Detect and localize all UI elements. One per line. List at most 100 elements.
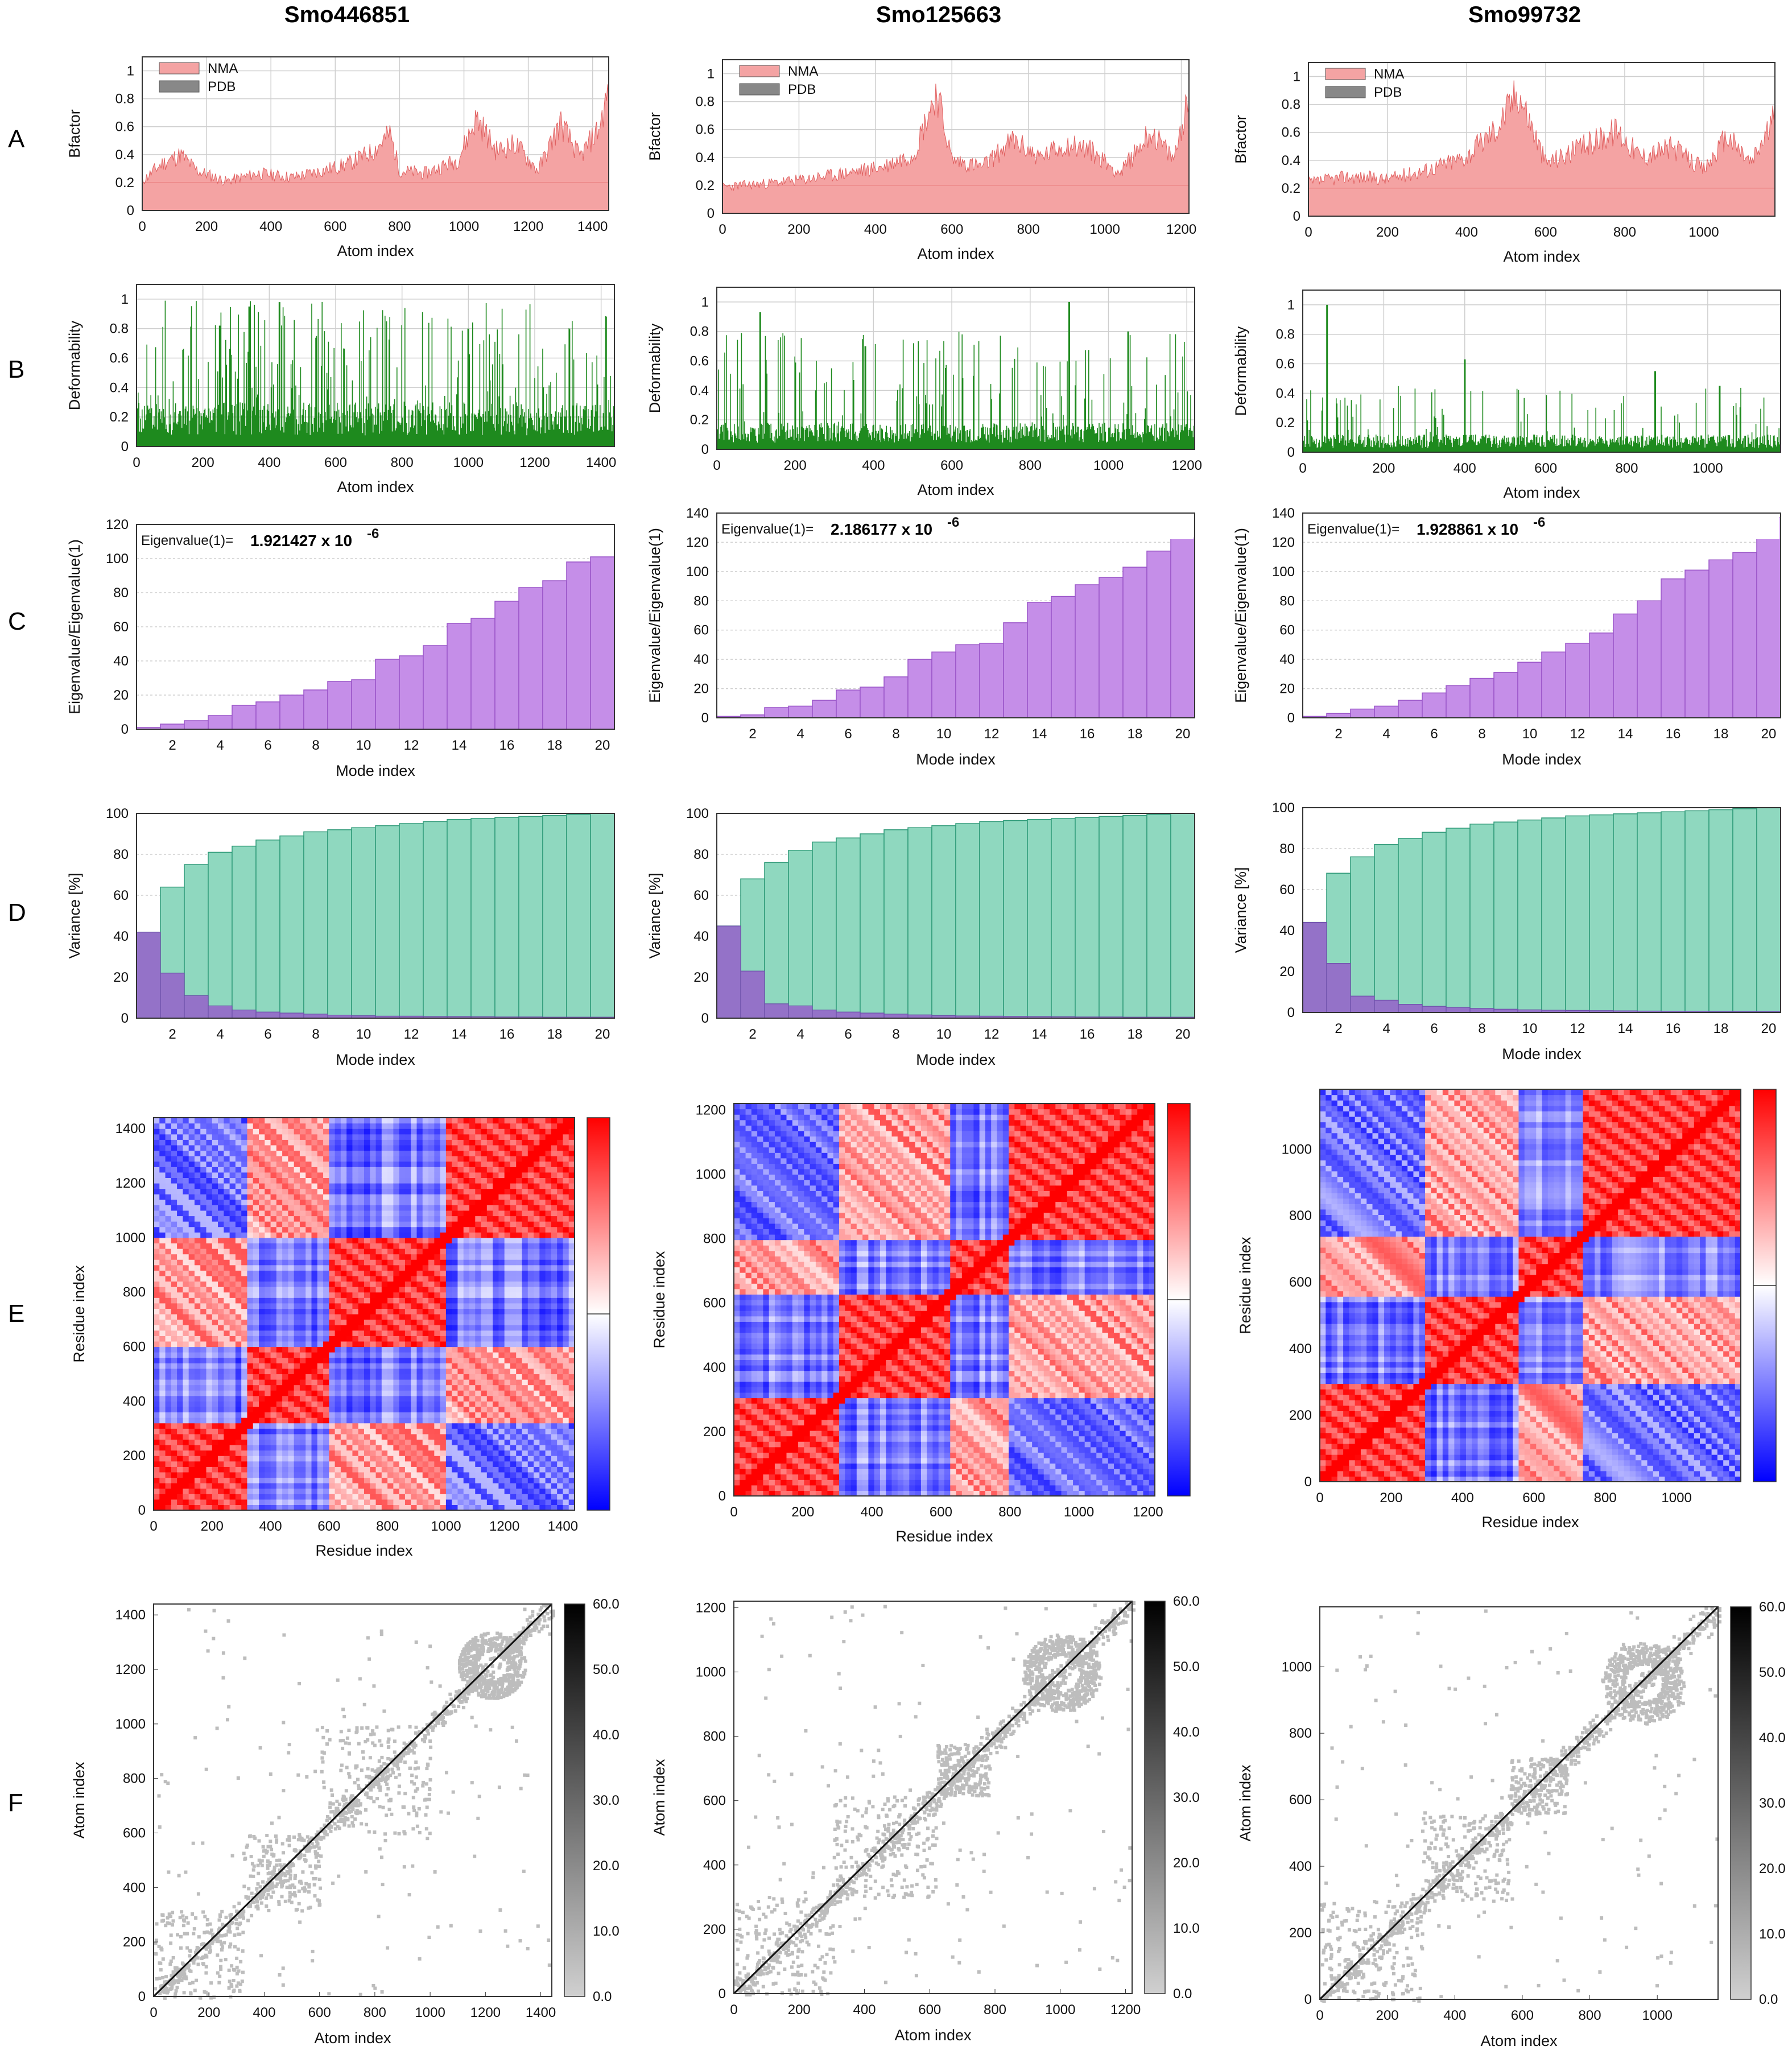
heatmap-cell bbox=[422, 1281, 429, 1287]
heatmap-cell bbox=[253, 1406, 259, 1413]
eigen-bar bbox=[1075, 584, 1100, 718]
heatmap-cell bbox=[188, 1259, 195, 1266]
heatmap-cell bbox=[276, 1471, 283, 1478]
heatmap-cell bbox=[212, 1199, 218, 1205]
heatmap-cell bbox=[299, 1379, 306, 1386]
individual-variance-bar bbox=[836, 1011, 861, 1019]
heatmap-cell bbox=[183, 1363, 189, 1369]
heatmap-cell bbox=[188, 1221, 195, 1227]
heatmap-cell bbox=[200, 1144, 207, 1151]
heatmap-cell bbox=[452, 1308, 459, 1314]
heatmap-cell bbox=[212, 1406, 218, 1413]
heatmap-cell bbox=[481, 1275, 488, 1282]
heatmap-cell bbox=[171, 1264, 177, 1271]
heatmap-cell bbox=[317, 1483, 324, 1489]
heatmap-cell bbox=[241, 1308, 248, 1314]
heatmap-cell bbox=[288, 1167, 295, 1173]
heatmap-cell bbox=[481, 1471, 488, 1478]
heatmap-cell bbox=[498, 1150, 505, 1156]
heatmap-cell bbox=[253, 1128, 259, 1135]
heatmap-cell bbox=[481, 1199, 488, 1205]
heatmap-cell bbox=[247, 1461, 254, 1467]
heatmap-cell bbox=[422, 1150, 429, 1156]
x-tick-label: 400 bbox=[1455, 225, 1478, 240]
heatmap-cell bbox=[311, 1232, 318, 1238]
heatmap-cell bbox=[288, 1254, 295, 1260]
heatmap-cell bbox=[317, 1433, 324, 1440]
heatmap-cell bbox=[493, 1395, 499, 1402]
heatmap-cell bbox=[194, 1395, 201, 1402]
heatmap-cell bbox=[329, 1445, 336, 1451]
heatmap-cell bbox=[463, 1456, 470, 1462]
heatmap-cell bbox=[358, 1357, 365, 1363]
heatmap-cell bbox=[317, 1216, 324, 1222]
heatmap-cell bbox=[411, 1456, 418, 1462]
heatmap-cell bbox=[305, 1281, 312, 1287]
heatmap-cell bbox=[253, 1232, 259, 1238]
heatmap-cell bbox=[265, 1221, 271, 1227]
heatmap-cell bbox=[463, 1412, 470, 1418]
heatmap-cell bbox=[469, 1128, 476, 1135]
heatmap-cell bbox=[457, 1156, 464, 1162]
heatmap-cell bbox=[352, 1292, 359, 1298]
heatmap-cell bbox=[422, 1439, 429, 1445]
heatmap-cell bbox=[329, 1346, 336, 1353]
heatmap-cell bbox=[352, 1341, 359, 1347]
heatmap-cell bbox=[171, 1243, 177, 1249]
heatmap-cell bbox=[299, 1188, 306, 1194]
heatmap-cell bbox=[259, 1477, 265, 1483]
heatmap-cell bbox=[177, 1118, 183, 1124]
heatmap-cell bbox=[493, 1275, 499, 1282]
heatmap-cell bbox=[299, 1504, 306, 1511]
heatmap-cell bbox=[235, 1249, 242, 1255]
heatmap-cell bbox=[498, 1368, 505, 1375]
heatmap-cell bbox=[276, 1188, 283, 1194]
heatmap-cell bbox=[475, 1412, 482, 1418]
heatmap-cell bbox=[428, 1123, 435, 1129]
heatmap-cell bbox=[422, 1406, 429, 1413]
heatmap-cell bbox=[171, 1237, 177, 1244]
heatmap-cell bbox=[305, 1308, 312, 1314]
heatmap-cell bbox=[387, 1379, 394, 1386]
heatmap-cell bbox=[452, 1270, 459, 1276]
heatmap-cell bbox=[358, 1471, 365, 1478]
x-tick-label: 800 bbox=[1017, 222, 1040, 237]
heatmap-cell bbox=[276, 1249, 283, 1255]
heatmap-cell bbox=[311, 1363, 318, 1369]
heatmap-cell bbox=[364, 1379, 370, 1386]
heatmap-cell bbox=[340, 1123, 347, 1129]
heatmap-cell bbox=[404, 1363, 411, 1369]
heatmap-cell bbox=[329, 1232, 336, 1238]
heatmap-cell bbox=[469, 1363, 476, 1369]
heatmap-cell bbox=[177, 1466, 183, 1473]
heatmap-cell bbox=[411, 1167, 418, 1173]
heatmap-cell bbox=[305, 1363, 312, 1369]
heatmap-cell bbox=[311, 1395, 318, 1402]
heatmap-cell bbox=[463, 1150, 470, 1156]
heatmap-cell bbox=[340, 1368, 347, 1375]
heatmap-cell bbox=[241, 1395, 248, 1402]
heatmap-cell bbox=[259, 1341, 265, 1347]
eigenvalue-number: 1.921427 x 10 bbox=[250, 532, 352, 549]
heatmap-cell bbox=[259, 1161, 265, 1167]
heatmap-cell bbox=[247, 1445, 254, 1451]
heatmap-cell bbox=[259, 1134, 265, 1140]
heatmap-cell bbox=[165, 1270, 172, 1276]
cumulative-variance-bar bbox=[1398, 838, 1423, 1013]
heatmap-cell bbox=[183, 1456, 189, 1462]
heatmap-cell bbox=[504, 1118, 511, 1124]
heatmap-cell bbox=[452, 1156, 459, 1162]
heatmap-cell bbox=[422, 1216, 429, 1222]
heatmap-cell bbox=[288, 1363, 295, 1369]
heatmap-cell bbox=[381, 1412, 388, 1418]
heatmap-cell bbox=[253, 1270, 259, 1276]
heatmap-cell bbox=[335, 1336, 341, 1342]
heatmap-cell bbox=[247, 1341, 254, 1347]
heatmap-cell bbox=[457, 1254, 464, 1260]
x-tick-label: 600 bbox=[1534, 461, 1557, 476]
heatmap-cell bbox=[457, 1395, 464, 1402]
heatmap-cell bbox=[259, 1319, 265, 1325]
heatmap-cell bbox=[177, 1499, 183, 1506]
heatmap-cell bbox=[416, 1363, 423, 1369]
legend-label-nma: NMA bbox=[788, 64, 818, 79]
